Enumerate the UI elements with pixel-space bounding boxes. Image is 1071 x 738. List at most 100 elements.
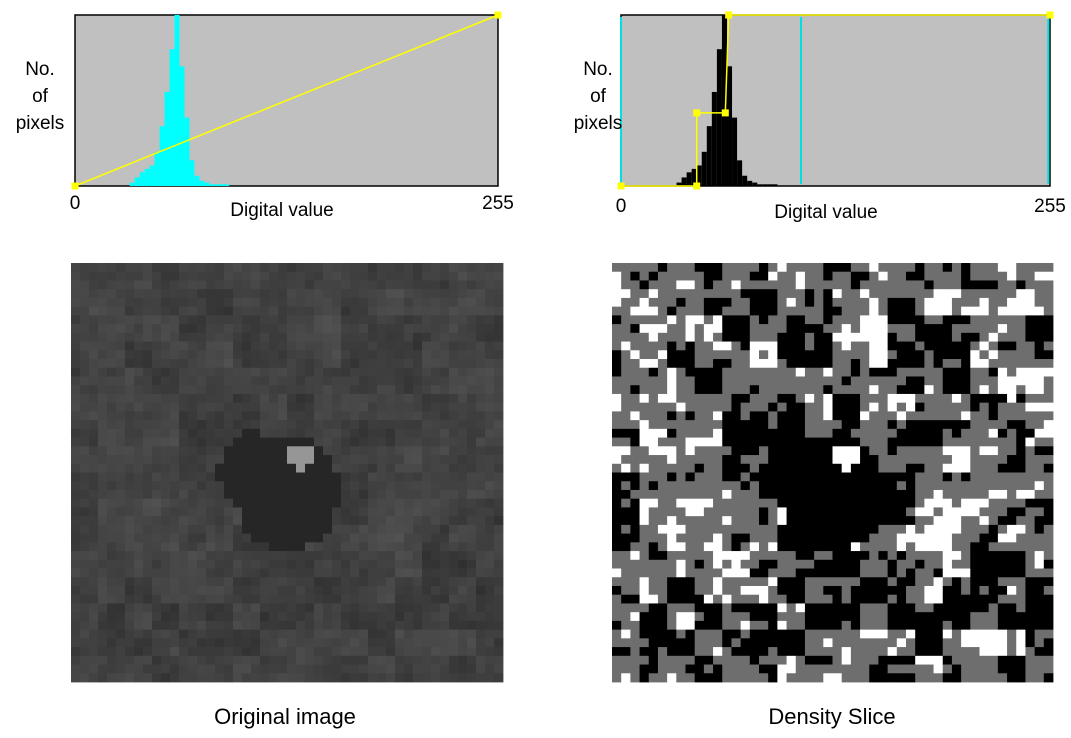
image-pixel: [750, 499, 760, 508]
image-pixel: [269, 665, 278, 674]
image-pixel: [98, 315, 107, 324]
image-pixel: [787, 280, 797, 289]
image-pixel: [458, 438, 467, 447]
image-pixel: [206, 280, 215, 289]
image-pixel: [961, 438, 971, 447]
image-pixel: [888, 289, 898, 298]
image-pixel: [814, 621, 824, 630]
image-pixel: [215, 446, 224, 455]
image-pixel: [485, 586, 494, 595]
image-pixel: [341, 516, 350, 525]
image-pixel: [906, 307, 916, 316]
image-pixel: [777, 473, 787, 482]
image-pixel: [630, 656, 640, 665]
image-pixel: [467, 665, 476, 674]
image-pixel: [458, 359, 467, 368]
image-pixel: [842, 420, 852, 429]
image-pixel: [906, 638, 916, 647]
image-pixel: [269, 368, 278, 377]
image-pixel: [787, 621, 797, 630]
image-pixel: [731, 586, 741, 595]
image-pixel: [934, 490, 944, 499]
image-pixel: [924, 656, 934, 665]
image-pixel: [621, 272, 631, 281]
image-pixel: [467, 560, 476, 569]
image-pixel: [658, 595, 668, 604]
image-pixel: [116, 455, 125, 464]
image-pixel: [768, 464, 778, 473]
image-pixel: [658, 438, 668, 447]
image-pixel: [431, 630, 440, 639]
image-pixel: [924, 560, 934, 569]
image-pixel: [952, 359, 962, 368]
image-pixel: [823, 464, 833, 473]
image-pixel: [630, 560, 640, 569]
image-pixel: [658, 577, 668, 586]
image-pixel: [667, 665, 677, 674]
image-pixel: [851, 385, 861, 394]
image-pixel: [860, 376, 870, 385]
image-pixel: [296, 429, 305, 438]
image-pixel: [89, 612, 98, 621]
image-pixel: [449, 603, 458, 612]
image-pixel: [943, 603, 953, 612]
image-pixel: [458, 455, 467, 464]
image-pixel: [621, 473, 631, 482]
image-pixel: [314, 586, 323, 595]
image-pixel: [833, 280, 843, 289]
image-pixel: [359, 315, 368, 324]
image-pixel: [943, 359, 953, 368]
image-pixel: [278, 342, 287, 351]
image-pixel: [179, 438, 188, 447]
image-pixel: [1007, 438, 1017, 447]
image-pixel: [704, 656, 714, 665]
image-pixel: [1016, 490, 1026, 499]
image-pixel: [998, 569, 1008, 578]
image-pixel: [197, 403, 206, 412]
image-pixel: [713, 376, 723, 385]
image-pixel: [206, 376, 215, 385]
image-pixel: [796, 272, 806, 281]
image-pixel: [314, 542, 323, 551]
image-pixel: [1016, 315, 1026, 324]
image-pixel: [197, 560, 206, 569]
image-pixel: [759, 464, 769, 473]
image-pixel: [731, 516, 741, 525]
image-pixel: [878, 272, 888, 281]
image-pixel: [722, 499, 732, 508]
image-pixel: [741, 577, 751, 586]
image-pixel: [1035, 586, 1045, 595]
image-pixel: [260, 603, 269, 612]
image-pixel: [260, 534, 269, 543]
image-pixel: [814, 272, 824, 281]
image-pixel: [143, 289, 152, 298]
image-pixel: [359, 542, 368, 551]
image-pixel: [305, 525, 314, 534]
image-pixel: [924, 289, 934, 298]
image-pixel: [413, 560, 422, 569]
image-pixel: [332, 630, 341, 639]
image-pixel: [89, 473, 98, 482]
image-pixel: [888, 499, 898, 508]
image-pixel: [89, 560, 98, 569]
image-pixel: [71, 638, 80, 647]
image-pixel: [395, 307, 404, 316]
image-pixel: [915, 307, 925, 316]
image-pixel: [1025, 350, 1035, 359]
image-pixel: [341, 411, 350, 420]
image-pixel: [368, 272, 377, 281]
image-pixel: [1016, 569, 1026, 578]
image-pixel: [630, 473, 640, 482]
image-pixel: [842, 630, 852, 639]
image-pixel: [395, 280, 404, 289]
image-pixel: [612, 656, 622, 665]
image-pixel: [71, 499, 80, 508]
image-pixel: [350, 280, 359, 289]
image-pixel: [1044, 368, 1054, 377]
image-pixel: [1044, 534, 1054, 543]
histogram-bar: [175, 15, 180, 186]
image-pixel: [842, 665, 852, 674]
image-pixel: [431, 455, 440, 464]
image-pixel: [278, 315, 287, 324]
image-pixel: [833, 324, 843, 333]
